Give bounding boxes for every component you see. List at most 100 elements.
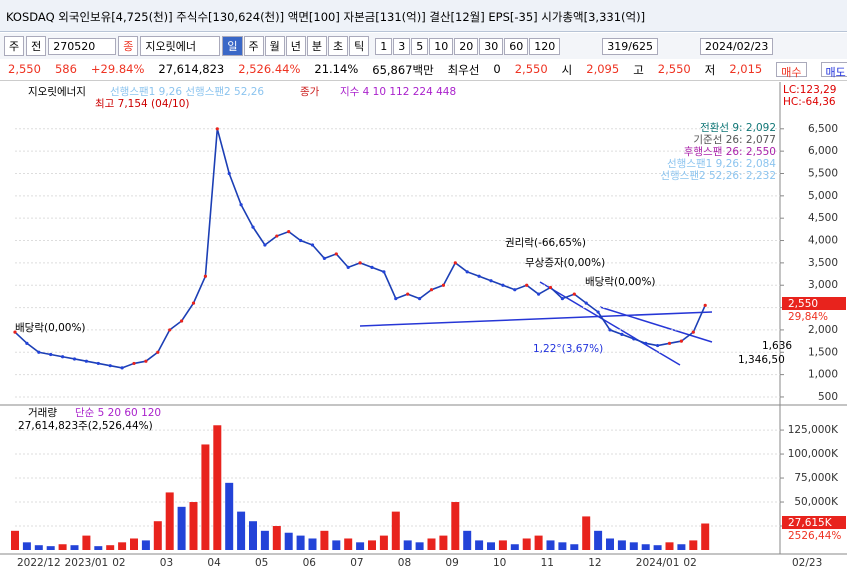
period-button[interactable]: 주: [243, 36, 264, 56]
period-button[interactable]: 일: [222, 36, 243, 56]
price-point: [263, 243, 267, 247]
period-button[interactable]: 초: [328, 36, 349, 56]
chart-title: 지오릿에너지: [28, 86, 86, 98]
volume-bar: [70, 545, 79, 550]
price-point: [394, 297, 398, 301]
corner-label: HC:-64,36: [783, 96, 836, 108]
price-point: [287, 229, 291, 234]
price-point: [429, 288, 434, 292]
ichimoku-label: 기준선 26: 2,077: [693, 134, 776, 146]
period-button[interactable]: 년: [285, 36, 306, 56]
price-point: [156, 350, 160, 354]
interval-button[interactable]: 20: [454, 37, 479, 55]
high: 2,550: [657, 62, 691, 76]
volume-tag: [782, 516, 846, 529]
interval-button[interactable]: 5: [411, 37, 429, 55]
volume-bar: [332, 540, 341, 550]
volume-bar: [487, 542, 495, 550]
volume-bar: [308, 538, 317, 550]
trend-line: [599, 306, 713, 343]
bid-label: 최우선: [447, 63, 480, 77]
price-point: [548, 285, 553, 290]
interval-button[interactable]: 60: [504, 37, 529, 55]
price-point: [608, 328, 612, 332]
period-button[interactable]: 분: [306, 36, 327, 56]
price-point: [25, 341, 29, 345]
interval-button[interactable]: 30: [479, 37, 504, 55]
y-tick-label: 1,000: [808, 369, 838, 381]
volume-bar: [189, 502, 198, 550]
x-tick-label: 07: [350, 557, 363, 569]
volume-bar: [403, 540, 412, 550]
price-point: [537, 292, 541, 296]
y-tick-label: 1,500: [808, 346, 838, 358]
price-point: [275, 234, 279, 238]
x-tick-label: 02: [112, 557, 125, 569]
volume-bar: [534, 535, 543, 550]
volume-bar: [225, 482, 234, 550]
volume-bar: [463, 530, 472, 550]
market-select[interactable]: 주: [4, 36, 25, 56]
volume-bar: [546, 540, 555, 550]
price-point: [322, 256, 326, 261]
prev-button[interactable]: 전: [26, 36, 47, 56]
y-tick-label: 100,000K: [788, 448, 839, 460]
interval-button[interactable]: 1: [375, 37, 393, 55]
volume-bar: [141, 540, 150, 550]
interval-button[interactable]: 3: [393, 37, 411, 55]
volume-bar: [201, 444, 210, 550]
price-point: [108, 364, 112, 368]
price-tag: [782, 310, 846, 323]
ichimoku-label: 후행스팬 26: 2,550: [684, 146, 776, 158]
price-point: [13, 330, 17, 334]
volume-bar: [570, 544, 579, 550]
background: [0, 82, 847, 572]
turnover: 21.14%: [314, 62, 359, 76]
price-point: [382, 270, 386, 274]
interval-buttons: 1 3 5 10 20 30 60 120: [375, 37, 561, 55]
price-point: [191, 301, 196, 305]
interval-button[interactable]: 120: [529, 37, 561, 55]
volume-bar: [391, 511, 400, 550]
low-label: 저: [704, 63, 716, 77]
volume-bar: [34, 545, 43, 550]
period-button[interactable]: 월: [264, 36, 285, 56]
x-tick-label: 04: [207, 557, 221, 569]
stock-name[interactable]: 지오릿에너: [140, 36, 221, 56]
annotation: 배당락(0,00%): [585, 276, 656, 288]
price-point: [465, 270, 469, 274]
code-input[interactable]: 270520: [48, 37, 117, 55]
price-point: [644, 341, 648, 345]
interval-button[interactable]: 10: [429, 37, 454, 55]
volume-bar: [249, 521, 257, 550]
sell-button[interactable]: 매도: [820, 62, 847, 79]
y-tick-label: 5,500: [808, 167, 838, 179]
price-point: [96, 361, 100, 366]
trend-line: [539, 281, 681, 366]
period-button[interactable]: 틱: [349, 36, 370, 56]
price: 2,550: [8, 62, 41, 76]
volume-bar: [272, 526, 281, 550]
volume-bar: [284, 532, 293, 550]
price-point: [584, 301, 588, 305]
annotation: 1,346,50: [738, 354, 785, 366]
volume-bar: [522, 538, 531, 550]
price-point: [346, 265, 350, 269]
price-point: [168, 328, 172, 332]
x-tick-label: 09: [445, 557, 458, 569]
volume-bar: [296, 535, 305, 550]
volume-bar: [165, 492, 174, 550]
title-bar: KOSDAQ 외국인보유[4,725(천)] 주식수[130,624(천)] 액…: [0, 0, 847, 32]
price-point: [310, 243, 315, 247]
date-input[interactable]: 2024/02/23: [699, 37, 774, 55]
buy-button[interactable]: 매수: [776, 62, 807, 79]
price-point: [656, 343, 660, 348]
price-point: [667, 341, 672, 345]
x-tick-label: 08: [398, 557, 411, 569]
price-point: [299, 238, 303, 243]
quote-bar: 2,550 586 +29.84% 27,614,823 2,526.44% 2…: [0, 59, 847, 81]
price-tag-label: 2,550: [788, 298, 818, 310]
price-point: [477, 274, 481, 278]
volume-tag-label: 2526,44%: [788, 530, 841, 542]
